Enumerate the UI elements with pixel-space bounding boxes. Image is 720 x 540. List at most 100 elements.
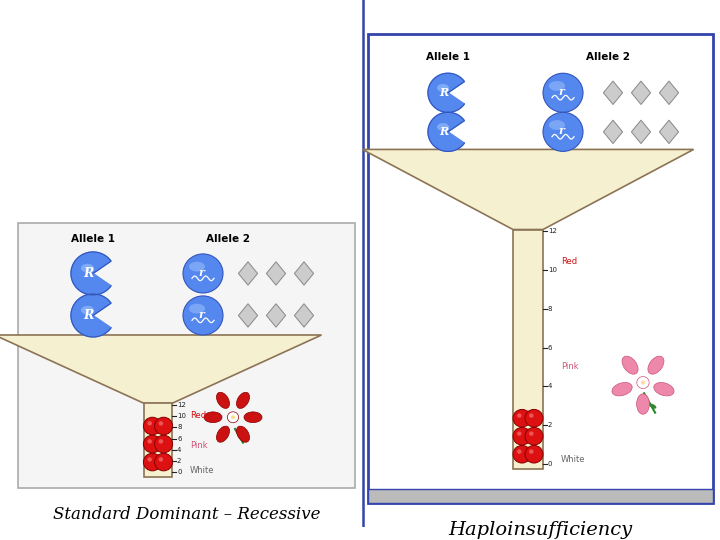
Circle shape	[529, 449, 534, 454]
Ellipse shape	[183, 296, 223, 335]
Polygon shape	[603, 81, 623, 105]
Circle shape	[155, 435, 173, 453]
Circle shape	[148, 457, 152, 462]
Ellipse shape	[217, 426, 230, 442]
Text: 2: 2	[177, 458, 181, 464]
Ellipse shape	[189, 303, 205, 314]
Ellipse shape	[612, 382, 632, 396]
Ellipse shape	[622, 356, 638, 374]
Ellipse shape	[217, 392, 230, 408]
Text: Allele 1: Allele 1	[71, 234, 115, 245]
Polygon shape	[428, 112, 464, 151]
Ellipse shape	[183, 254, 223, 293]
Circle shape	[158, 457, 163, 462]
Circle shape	[155, 453, 173, 471]
Circle shape	[231, 415, 235, 419]
Ellipse shape	[204, 412, 222, 423]
Text: Red: Red	[190, 411, 206, 420]
Circle shape	[143, 417, 161, 435]
Ellipse shape	[549, 81, 565, 91]
Polygon shape	[71, 294, 111, 337]
Text: Haploinsufficiency: Haploinsufficiency	[449, 521, 633, 538]
Text: Allele 2: Allele 2	[206, 234, 250, 245]
Text: Standard Dominant – Recessive: Standard Dominant – Recessive	[53, 506, 320, 523]
Text: r: r	[558, 86, 564, 97]
Text: r: r	[198, 267, 204, 278]
Circle shape	[517, 431, 521, 436]
Ellipse shape	[236, 392, 250, 408]
Polygon shape	[513, 230, 543, 469]
Text: 2: 2	[548, 422, 552, 428]
Text: Red: Red	[561, 257, 577, 266]
Polygon shape	[238, 303, 258, 327]
Polygon shape	[603, 120, 623, 144]
Polygon shape	[362, 150, 693, 230]
Text: Pink: Pink	[190, 441, 207, 450]
Ellipse shape	[81, 264, 94, 272]
Ellipse shape	[244, 412, 262, 423]
Ellipse shape	[437, 123, 449, 131]
Ellipse shape	[654, 382, 674, 396]
Polygon shape	[266, 262, 286, 285]
Circle shape	[155, 417, 173, 435]
Ellipse shape	[649, 404, 657, 409]
FancyBboxPatch shape	[18, 222, 355, 488]
Circle shape	[529, 431, 534, 436]
Circle shape	[517, 413, 521, 418]
Circle shape	[513, 409, 531, 427]
Text: 10: 10	[177, 414, 186, 420]
Circle shape	[637, 376, 649, 389]
Text: 8: 8	[548, 306, 552, 312]
Text: Allele 1: Allele 1	[426, 52, 470, 62]
Text: R: R	[439, 126, 449, 137]
Polygon shape	[428, 73, 464, 112]
Text: r: r	[198, 309, 204, 320]
Ellipse shape	[236, 426, 250, 442]
Text: 4: 4	[548, 383, 552, 389]
Ellipse shape	[189, 262, 205, 272]
Circle shape	[513, 428, 531, 445]
Text: White: White	[190, 466, 215, 475]
Text: 10: 10	[548, 267, 557, 273]
Circle shape	[525, 409, 543, 427]
Circle shape	[525, 428, 543, 445]
Text: 4: 4	[177, 447, 181, 453]
Circle shape	[517, 449, 521, 454]
Polygon shape	[631, 120, 651, 144]
Circle shape	[228, 412, 238, 423]
Polygon shape	[660, 81, 679, 105]
Text: Allele 2: Allele 2	[586, 52, 630, 62]
Circle shape	[529, 413, 534, 418]
Text: r: r	[558, 125, 564, 137]
Text: R: R	[84, 309, 94, 322]
Circle shape	[143, 453, 161, 471]
Ellipse shape	[543, 73, 583, 112]
Circle shape	[143, 435, 161, 453]
Circle shape	[641, 380, 645, 384]
Text: Pink: Pink	[561, 362, 579, 371]
Circle shape	[525, 446, 543, 463]
Polygon shape	[294, 262, 314, 285]
Ellipse shape	[549, 120, 565, 130]
Circle shape	[513, 446, 531, 463]
Polygon shape	[238, 262, 258, 285]
Circle shape	[148, 439, 152, 443]
Polygon shape	[660, 120, 679, 144]
Ellipse shape	[543, 112, 583, 151]
Circle shape	[158, 439, 163, 443]
Text: 6: 6	[548, 345, 552, 350]
Ellipse shape	[648, 356, 664, 374]
Ellipse shape	[437, 84, 449, 92]
Text: R: R	[439, 87, 449, 98]
Polygon shape	[71, 252, 111, 295]
Text: White: White	[561, 455, 585, 464]
Circle shape	[148, 421, 152, 426]
Ellipse shape	[636, 394, 649, 414]
Ellipse shape	[81, 306, 94, 314]
Text: 6: 6	[177, 436, 181, 442]
Text: 0: 0	[548, 461, 552, 467]
Polygon shape	[0, 335, 322, 403]
Text: 8: 8	[177, 424, 181, 430]
Text: 12: 12	[548, 228, 557, 234]
FancyBboxPatch shape	[368, 489, 713, 503]
